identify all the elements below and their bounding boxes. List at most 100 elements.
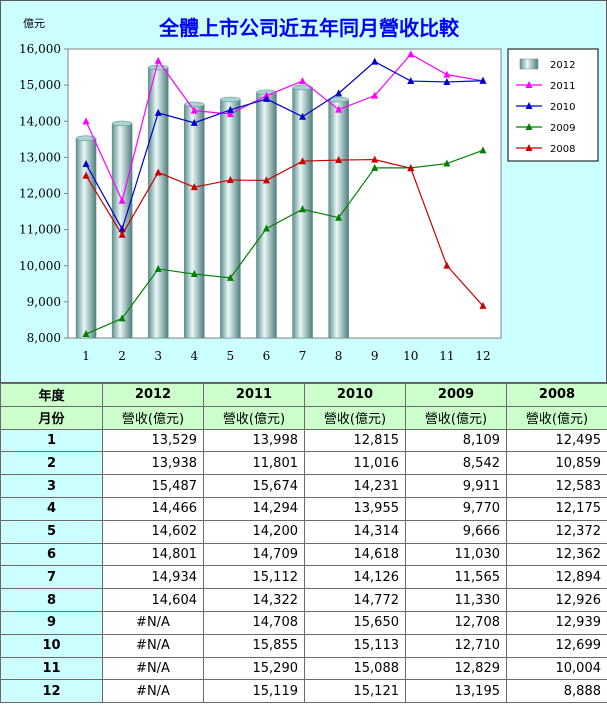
bar-top xyxy=(184,101,205,108)
point-2008 xyxy=(443,261,451,269)
y-tick-label: 8,000 xyxy=(27,331,61,345)
value-cell: 12,362 xyxy=(506,542,607,567)
point-2009 xyxy=(190,270,198,278)
x-tick-label: 5 xyxy=(227,349,235,363)
table-row: 10 #N/A 15,855 15,113 12,710 12,699 xyxy=(0,633,607,658)
value-cell: 14,604 xyxy=(102,588,204,612)
revenue-chart: 億元 全體上市公司近五年同月營收比較 8,000 9,000 10,000 11,00… xyxy=(19,16,599,363)
bar-top xyxy=(111,120,133,127)
legend-label: 2010 xyxy=(550,102,575,113)
bar-top xyxy=(147,64,169,71)
point-2010 xyxy=(226,105,234,113)
value-cell: 14,772 xyxy=(304,588,406,612)
bar-2012 xyxy=(220,99,241,339)
table-row: 7 14,934 15,112 14,126 11,565 12,894 xyxy=(0,565,607,590)
x-tick-label: 3 xyxy=(154,349,162,363)
table-row: 9 #N/A 14,708 15,650 12,708 12,939 xyxy=(0,610,607,635)
value-cell: 12,710 xyxy=(405,633,507,658)
legend-marker xyxy=(525,81,533,88)
month-cell: 1 xyxy=(0,428,103,453)
point-2008 xyxy=(262,176,270,184)
unit-header: 營收(億元) xyxy=(304,405,406,430)
y-tick-label: 16,000 xyxy=(19,42,61,56)
table-row: 11 #N/A 15,290 15,088 12,829 10,004 xyxy=(0,656,607,681)
value-cell: 12,372 xyxy=(506,519,607,544)
point-2008 xyxy=(226,176,234,184)
value-cell: 14,618 xyxy=(304,542,406,567)
x-tick-label: 1 xyxy=(82,349,90,363)
value-cell: 11,330 xyxy=(405,588,507,612)
value-cell: 14,709 xyxy=(203,542,305,567)
point-2008 xyxy=(154,168,162,176)
value-cell: 15,119 xyxy=(203,679,305,704)
point-2010 xyxy=(479,76,487,84)
unit-header: 營收(億元) xyxy=(203,405,305,430)
revenue-table: 年度 2012 2011 2010 2009 2008 月份 營收(億元) 營收(億元) 營收(億… xyxy=(0,383,607,704)
value-cell: #N/A xyxy=(102,679,204,704)
point-2010 xyxy=(407,77,415,85)
month-cell: 10 xyxy=(0,633,103,658)
year-col-header: 2010 xyxy=(304,383,406,407)
point-2009 xyxy=(335,213,343,221)
value-cell: 13,998 xyxy=(203,428,305,453)
x-tick-label: 9 xyxy=(371,349,379,363)
point-2008 xyxy=(335,156,343,164)
legend-swatch-2012 xyxy=(519,58,539,70)
value-cell: 12,939 xyxy=(506,610,607,635)
point-2011 xyxy=(299,77,307,85)
bar-top xyxy=(75,135,97,142)
value-cell: 11,030 xyxy=(405,542,507,567)
value-cell: 9,666 xyxy=(405,519,507,544)
x-tick-label: 12 xyxy=(475,349,490,363)
value-cell: 11,801 xyxy=(203,451,305,476)
point-2010 xyxy=(82,160,90,168)
table-row: 4 14,466 14,294 13,955 9,770 12,175 xyxy=(0,496,607,521)
value-cell: 12,495 xyxy=(506,428,607,453)
unit-header: 營收(億元) xyxy=(405,405,507,430)
y-tick-label: 14,000 xyxy=(19,114,61,128)
bar-2012 xyxy=(256,92,277,339)
point-2011 xyxy=(190,106,198,114)
month-cell: 8 xyxy=(0,588,103,612)
legend-label: 2009 xyxy=(550,123,575,134)
value-cell: 14,708 xyxy=(203,610,305,635)
value-cell: 13,195 xyxy=(405,679,507,704)
chart-area: 億元 全體上市公司近五年同月營收比較 8,000 9,000 10,000 11,00… xyxy=(0,0,607,383)
value-cell: 11,016 xyxy=(304,451,406,476)
value-cell: 12,829 xyxy=(405,656,507,681)
point-2010 xyxy=(335,89,343,97)
point-2010 xyxy=(262,94,270,102)
value-cell: 15,113 xyxy=(304,633,406,658)
value-cell: 14,322 xyxy=(203,588,305,612)
legend-marker xyxy=(525,123,533,130)
month-cell: 11 xyxy=(0,656,103,681)
point-2008 xyxy=(190,183,198,191)
value-cell: #N/A xyxy=(102,610,204,635)
year-header: 年度 xyxy=(0,383,103,407)
point-2011 xyxy=(118,196,126,204)
point-2008 xyxy=(407,164,415,172)
value-cell: 12,926 xyxy=(506,588,607,612)
y-tick-label: 12,000 xyxy=(19,187,61,201)
point-2010 xyxy=(154,108,162,116)
value-cell: 13,955 xyxy=(304,496,406,521)
x-tick-label: 10 xyxy=(403,349,418,363)
value-cell: 15,290 xyxy=(203,656,305,681)
y-tick-label: 10,000 xyxy=(19,259,61,273)
point-2010 xyxy=(371,57,379,65)
point-2010 xyxy=(118,225,126,233)
value-cell: 14,314 xyxy=(304,519,406,544)
value-cell: 8,542 xyxy=(405,451,507,476)
value-cell: 15,112 xyxy=(203,565,305,590)
point-2011 xyxy=(226,110,234,118)
point-2008 xyxy=(82,171,90,179)
value-cell: #N/A xyxy=(102,633,204,658)
legend-label: 2012 xyxy=(550,60,575,71)
value-cell: 15,650 xyxy=(304,610,406,635)
point-2008 xyxy=(299,157,307,165)
value-cell: 15,088 xyxy=(304,656,406,681)
y-tick-label: 11,000 xyxy=(19,223,61,237)
value-cell: 11,565 xyxy=(405,565,507,590)
legend-label: 2011 xyxy=(550,81,575,92)
point-2009 xyxy=(371,163,379,171)
